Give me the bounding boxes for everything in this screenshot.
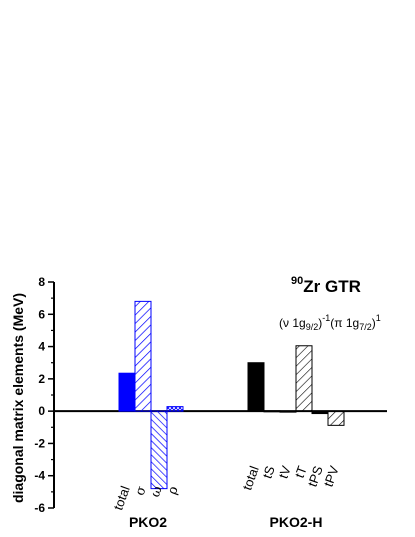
category-label: tS	[260, 464, 278, 481]
category-label: tV	[276, 464, 294, 481]
bar-pko2-h-4	[311, 410, 329, 415]
bar-pko2-h-0	[247, 362, 265, 412]
category-label: total	[239, 464, 262, 492]
bar-pko2-h-5	[327, 410, 345, 426]
group-label: PKO2	[129, 514, 167, 530]
bar-pko2-h-1	[263, 410, 281, 413]
y-axis-label: diagonal matrix elements (MeV)	[10, 293, 26, 503]
category-label: ρ	[165, 484, 182, 496]
annotation-title-text: Zr GTR	[303, 277, 361, 296]
y-tick-label: 2	[38, 372, 45, 386]
y-tick-label: -6	[34, 501, 45, 515]
y-tick-label: 8	[38, 275, 45, 289]
bar-pko2-2	[150, 410, 168, 490]
category-label: ω	[148, 484, 166, 499]
annotation: 90Zr GTR (ν 1g9/2)-1(π 1g7/2)1	[279, 275, 381, 332]
category-label: total	[110, 484, 133, 512]
y-tick-label: 0	[38, 404, 45, 418]
bars	[118, 300, 345, 490]
annotation-title: 90Zr GTR	[291, 275, 361, 296]
group-pko2-h	[247, 345, 345, 426]
category-label: tT	[292, 464, 310, 480]
bar-pko2-h-3	[295, 345, 313, 412]
bar-pko2-3	[166, 406, 184, 412]
category-label: tPV	[321, 464, 342, 489]
category-label: tPS	[305, 464, 326, 489]
category-label: σ	[133, 484, 150, 498]
y-tick-label: -4	[34, 469, 45, 483]
group-pko2	[118, 300, 184, 490]
bar-pko2-h-2	[279, 410, 297, 413]
y-tick-label: 6	[38, 307, 45, 321]
y-tick-label: -2	[34, 436, 45, 450]
group-label: PKO2-H	[270, 514, 323, 530]
annotation-mass-number: 90	[291, 275, 303, 287]
annotation-configuration: (ν 1g9/2)-1(π 1g7/2)1	[279, 313, 381, 332]
y-tick-label: 4	[38, 340, 45, 354]
bar-pko2-0	[118, 372, 136, 412]
bar-pko2-1	[134, 300, 152, 412]
